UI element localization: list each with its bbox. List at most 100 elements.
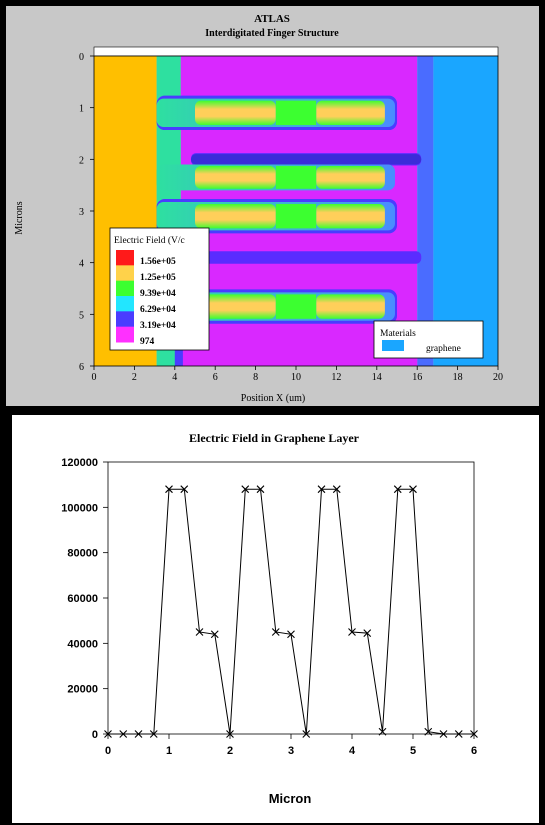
legend-color-step [116, 280, 134, 285]
legend-color-step [116, 315, 134, 320]
data-point-stroke [302, 730, 311, 738]
data-point-marker [439, 730, 448, 738]
data-point-marker [210, 630, 219, 639]
line-y-tick-label: 100000 [61, 502, 98, 514]
atlas-contour-svg: ATLAS Interdigitated Finger Structure 0 2… [14, 13, 503, 404]
data-point-marker [470, 730, 478, 738]
legend-color-step [116, 253, 134, 259]
materials-swatch-graphene [382, 340, 404, 351]
finger-high-field-left [195, 100, 276, 126]
line-chart-x-axis-label: Micron [269, 791, 312, 806]
data-point-marker [134, 730, 143, 738]
contour-x-tick-label: 2 [132, 372, 137, 383]
right-edge-field-region [417, 56, 434, 366]
finger-high-field-right [316, 100, 385, 126]
data-point-stroke [439, 730, 448, 738]
contour-x-tick-label: 18 [453, 372, 463, 383]
field-series-line [108, 488, 474, 735]
legend-entry-label: 1.56e+05 [140, 257, 176, 267]
data-point-marker [424, 727, 433, 736]
data-point-stroke [226, 730, 234, 738]
materials-legend-box [373, 320, 484, 359]
data-point-stroke [134, 730, 143, 738]
finger-high-field-right-2 [316, 166, 385, 189]
contour-x-tick-label: 4 [172, 372, 177, 383]
data-point-marker [180, 485, 189, 494]
materials-label-graphene: graphene [426, 344, 461, 354]
electric-field-legend-title: Electric Field (V/c [114, 235, 185, 246]
line-y-tick-label: 60000 [67, 593, 98, 605]
data-point-stroke [378, 727, 387, 736]
materials-legend: Materials graphene [373, 320, 484, 359]
legend-color-step [116, 322, 134, 328]
data-point-stroke [317, 485, 326, 494]
data-point-stroke [424, 727, 433, 736]
data-point-stroke [332, 485, 341, 494]
line-x-tick-label: 1 [166, 745, 172, 757]
contour-y-tick-label: 1 [79, 104, 84, 115]
line-chart-series [104, 485, 478, 738]
data-point-stroke [210, 630, 219, 639]
contour-y-tick-label: 3 [79, 207, 84, 218]
legend-color-step [116, 326, 134, 331]
contour-top-strip [93, 46, 499, 57]
contour-x-tick-label: 8 [253, 372, 258, 383]
contour-x-axis-label: Position X (um) [241, 393, 305, 404]
electric-field-legend-entries: 1.56e+05 1.25e+05 9.39e+04 6.29e+04 3.19e+04… [116, 250, 176, 347]
data-point-marker [256, 485, 265, 494]
line-x-tick-label: 0 [105, 745, 111, 757]
data-point-marker [287, 630, 295, 639]
data-point-marker [378, 727, 387, 736]
legend-entry-label: 9.39e+04 [140, 289, 176, 299]
data-point-marker [302, 730, 311, 738]
data-point-stroke [165, 485, 173, 494]
line-x-tick-label: 6 [471, 745, 477, 757]
line-y-tick-label: 80000 [67, 548, 98, 560]
contour-y-tick-label: 2 [79, 155, 84, 166]
line-y-tick-label: 120000 [61, 457, 98, 469]
graphene-region [433, 56, 498, 366]
data-point-marker [393, 485, 402, 494]
legend-color-step [116, 273, 134, 278]
line-x-tick-label: 2 [227, 745, 233, 757]
electric-field-legend: Electric Field (V/c 1.56e+05 1.25e+05 9.39… [109, 227, 210, 351]
finger-high-field-right [316, 203, 385, 229]
finger-high-field-left [195, 203, 276, 229]
legend-color-step [116, 261, 134, 266]
data-point-marker [348, 628, 356, 636]
data-point-marker [317, 485, 326, 494]
finger-mid-gap-2 [275, 166, 317, 189]
contour-x-tick-label: 20 [493, 372, 503, 383]
finger-high-field-right [316, 294, 385, 319]
legend-entry-label: 974 [140, 337, 155, 347]
data-point-marker [332, 485, 341, 494]
data-point-stroke [409, 485, 417, 494]
data-point-marker [409, 485, 417, 494]
line-x-tick-label: 5 [410, 745, 416, 757]
legend-color-step [116, 303, 134, 308]
legend-color-step [116, 257, 134, 262]
data-point-stroke [454, 730, 463, 738]
line-y-tick-label: 40000 [67, 638, 98, 650]
line-y-tick-label: 0 [92, 729, 98, 741]
contour-x-tick-label: 10 [291, 372, 301, 383]
data-point-marker [119, 730, 128, 738]
data-point-stroke [180, 485, 189, 494]
data-point-marker [165, 485, 173, 494]
legend-color-step [116, 288, 134, 293]
finger-mid-gap [275, 100, 317, 126]
atlas-contour-panel: ATLAS Interdigitated Finger Structure 0 2… [6, 6, 539, 406]
legend-color-step [116, 319, 134, 324]
line-chart-frame [107, 461, 475, 735]
contour-x-tick-label: 6 [213, 372, 218, 383]
contour-y-axis-label: Microns [14, 201, 25, 234]
legend-color-step [116, 269, 134, 274]
legend-color-step [116, 311, 134, 316]
contour-y-tick-label: 6 [79, 362, 84, 373]
data-point-stroke [256, 485, 265, 494]
counter-finger [190, 251, 422, 264]
data-point-marker [363, 629, 372, 638]
legend-color-step [116, 330, 134, 335]
field-line-chart-panel: Electric Field in Graphene Layer 0 1 2 3 4 5 6… [12, 415, 539, 823]
data-point-marker [149, 730, 158, 738]
